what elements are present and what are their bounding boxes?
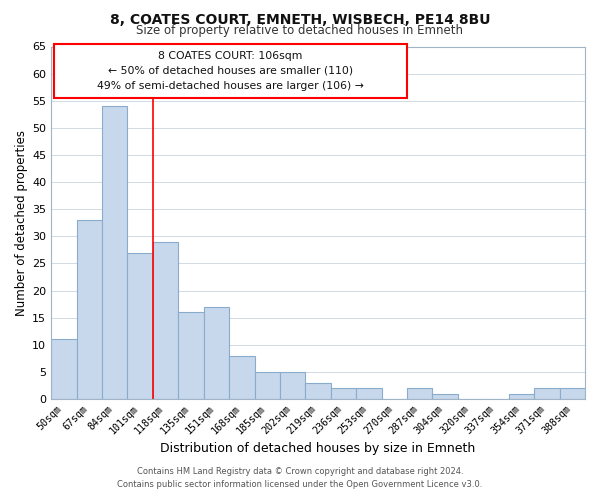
Bar [407, 388, 433, 399]
Bar [153, 242, 178, 399]
Bar [331, 388, 356, 399]
Bar [53, 44, 407, 98]
Bar [127, 252, 153, 399]
Bar [254, 372, 280, 399]
Bar [534, 388, 560, 399]
Bar [203, 307, 229, 399]
Bar [356, 388, 382, 399]
Bar [51, 340, 77, 399]
Bar [178, 312, 203, 399]
X-axis label: Distribution of detached houses by size in Emneth: Distribution of detached houses by size … [160, 442, 476, 455]
Bar [560, 388, 585, 399]
Bar [433, 394, 458, 399]
Bar [77, 220, 102, 399]
Bar [509, 394, 534, 399]
Text: Size of property relative to detached houses in Emneth: Size of property relative to detached ho… [137, 24, 464, 37]
Bar [280, 372, 305, 399]
Y-axis label: Number of detached properties: Number of detached properties [15, 130, 28, 316]
Bar [102, 106, 127, 399]
Bar [305, 383, 331, 399]
Bar [229, 356, 254, 399]
Text: 8 COATES COURT: 106sqm
← 50% of detached houses are smaller (110)
49% of semi-de: 8 COATES COURT: 106sqm ← 50% of detached… [97, 51, 364, 90]
Text: Contains HM Land Registry data © Crown copyright and database right 2024.
Contai: Contains HM Land Registry data © Crown c… [118, 468, 482, 489]
Text: 8, COATES COURT, EMNETH, WISBECH, PE14 8BU: 8, COATES COURT, EMNETH, WISBECH, PE14 8… [110, 12, 490, 26]
